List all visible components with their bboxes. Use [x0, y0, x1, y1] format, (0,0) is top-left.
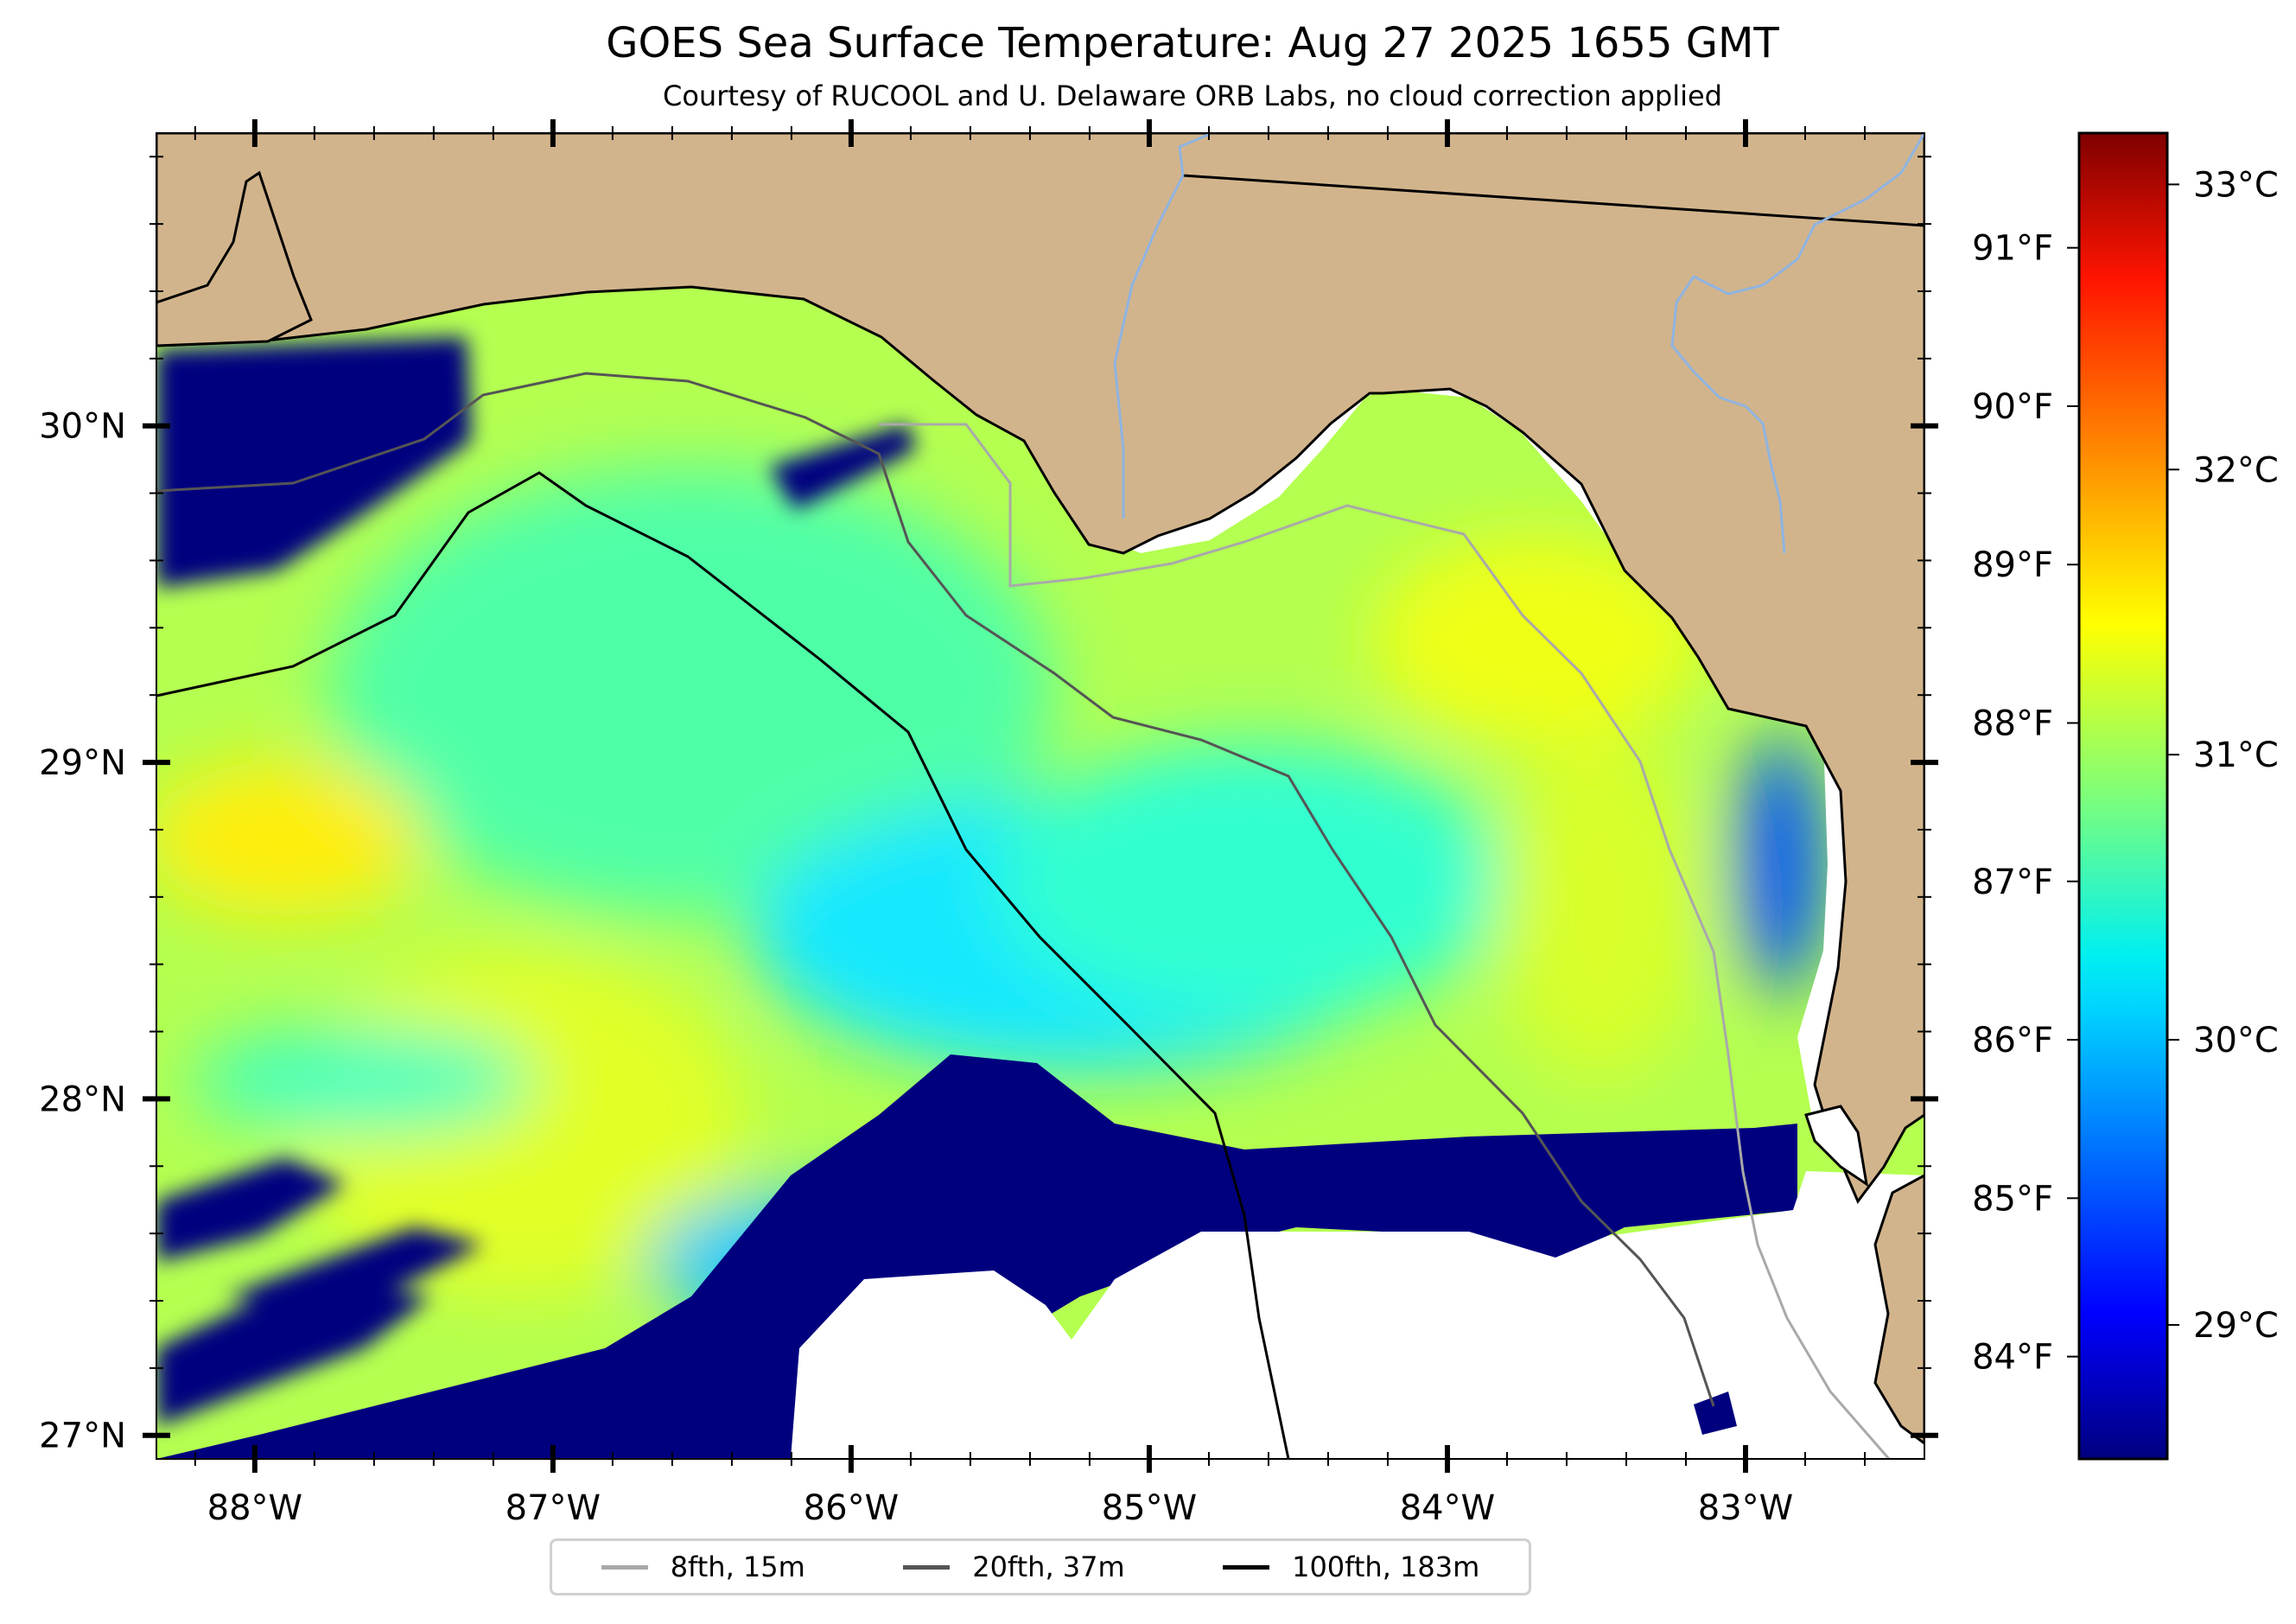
- y-tick-label: 30°N: [39, 407, 126, 447]
- x-tick-label: 86°W: [804, 1488, 899, 1528]
- colorbar-c-label: 29°C: [2193, 1306, 2279, 1346]
- x-tick-label: 87°W: [506, 1488, 601, 1528]
- colorbar-f-label: 84°F: [1972, 1338, 2053, 1378]
- y-tick-label: 29°N: [39, 743, 126, 783]
- colorbar-f-label: 86°F: [1972, 1021, 2053, 1060]
- legend-label: 100fth, 183m: [1292, 1551, 1480, 1583]
- colorbar-f-label: 91°F: [1972, 229, 2053, 269]
- colorbar-c-label: 32°C: [2193, 450, 2279, 490]
- colorbar-f-label: 89°F: [1972, 545, 2053, 585]
- legend-label: 8fth, 15m: [670, 1551, 805, 1583]
- chart-subtitle: Courtesy of RUCOOL and U. Delaware ORB L…: [663, 80, 1722, 112]
- legend-item-100fth: 100fth, 183m: [1223, 1551, 1479, 1583]
- colorbar: [2077, 131, 2169, 1461]
- colorbar-f-label: 90°F: [1972, 387, 2053, 427]
- no-data-region: [791, 1171, 1924, 1459]
- colorbar-f-label: 88°F: [1972, 704, 2053, 744]
- y-tick-label: 27°N: [39, 1417, 126, 1456]
- colorbar-c-label: 31°C: [2193, 736, 2279, 775]
- rivers: [1113, 133, 1924, 554]
- map-area: [156, 133, 1924, 1459]
- colorbar-c-label: 33°C: [2193, 165, 2279, 205]
- chart-title: GOES Sea Surface Temperature: Aug 27 202…: [606, 19, 1779, 67]
- legend-item-8fth: 8fth, 15m: [601, 1551, 805, 1583]
- contour-8fth: [879, 423, 1891, 1459]
- legend: 8fth, 15m 20fth, 37m 100fth, 183m: [550, 1538, 1531, 1595]
- colorbar-c-label: 30°C: [2193, 1021, 2279, 1060]
- cloud-mask-dark-band: [156, 1054, 1797, 1459]
- colorbar-f-label: 85°F: [1972, 1179, 2053, 1219]
- legend-label: 20fth, 37m: [972, 1551, 1125, 1583]
- map-axes: 88°W 87°W 86°W 85°W 84°W 83°W 30°N 29°N 28°N 27°N: [39, 119, 1938, 1528]
- state-border: [1182, 174, 1924, 227]
- sst-field: [156, 467, 1823, 1331]
- colorbar-axes: 33°C 32°C 31°C 30°C 29°C 91°F 90°F 89°F 88°F 87°F…: [1972, 165, 2279, 1377]
- contour-20fth: [156, 372, 1715, 1407]
- legend-swatch: [903, 1564, 951, 1570]
- colorbar-f-label: 87°F: [1972, 863, 2053, 902]
- y-tick-label: 28°N: [39, 1079, 126, 1119]
- legend-item-20fth: 20fth, 37m: [903, 1551, 1125, 1583]
- x-tick-label: 85°W: [1102, 1488, 1197, 1528]
- legend-swatch: [601, 1564, 648, 1570]
- contour-100fth: [156, 471, 1290, 1459]
- x-tick-label: 88°W: [207, 1488, 302, 1528]
- legend-swatch: [1223, 1564, 1270, 1570]
- x-tick-label: 83°W: [1698, 1488, 1793, 1528]
- map-frame: [156, 132, 1925, 1460]
- x-tick-label: 84°W: [1400, 1488, 1495, 1528]
